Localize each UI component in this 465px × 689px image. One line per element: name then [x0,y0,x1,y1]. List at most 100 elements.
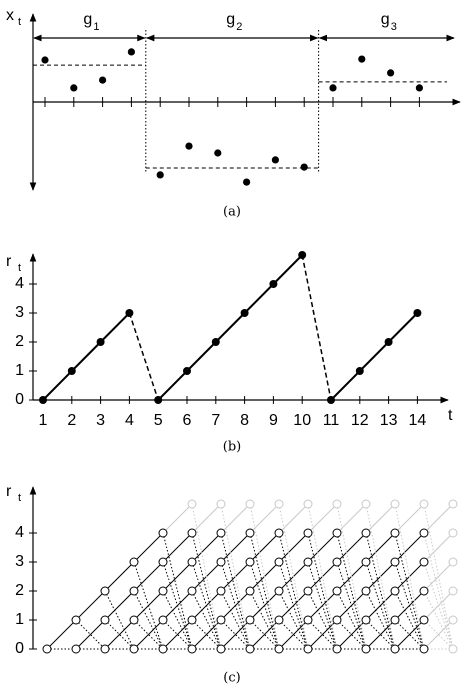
reset-edge [191,532,222,650]
growth-edge [104,561,135,592]
node [448,586,458,596]
node [100,644,110,654]
y-tick-label: 2 [15,333,24,350]
node [303,644,313,654]
group-label-sub: 1 [93,21,99,33]
data-point [183,367,191,375]
node [187,528,197,538]
growth-edge [191,503,222,534]
axis-label-sub: t [18,262,21,274]
x-tick-label: 13 [380,412,398,429]
node [390,615,400,625]
axis-label: r [6,253,12,270]
reset-edge [423,561,454,650]
growth-edge [133,532,164,563]
run-line [387,312,419,343]
group-label: g [226,11,235,28]
growth-edge [365,503,396,534]
data-point [269,280,278,288]
x-tick-label: 12 [351,412,369,429]
growth-edge [104,619,135,650]
growth-edge [394,532,425,563]
growth-edge [423,619,454,650]
node [216,586,226,596]
node [361,615,371,625]
reset-edge [336,532,367,650]
y-tick-label: 0 [15,391,24,408]
growth-edge [220,619,251,650]
group-label: g [83,11,92,28]
caption: (b) [223,440,241,455]
reset-edge [307,532,338,650]
x-tick-label: 9 [269,412,278,429]
y-tick-label: 1 [15,611,24,628]
growth-edge [249,503,280,534]
reset-edge [220,590,251,650]
run-line [359,341,390,372]
growth-edge [220,532,251,563]
node [419,528,429,538]
growth-edge [249,532,280,563]
run-line [157,370,188,401]
node [390,499,400,509]
reset-edge [394,590,425,650]
data-point [298,251,307,259]
x-tick-label: 8 [240,412,249,429]
axis-label-sub: t [18,492,21,504]
data-point [211,338,220,346]
node [274,644,284,654]
reset-edge [336,590,367,650]
run-line [186,341,217,372]
node [361,644,371,654]
data-point [384,338,393,346]
data-point [240,309,249,317]
node [100,615,110,625]
node [274,499,284,509]
data-point [125,309,134,317]
x-tick-label: 6 [183,412,192,429]
x-tick-label: 10 [293,412,311,429]
x-tick-label: 1 [39,412,48,429]
growth-edge [46,619,77,650]
axis-label: x [6,7,14,24]
reset-edge [220,532,251,650]
node [419,586,429,596]
growth-edge [394,619,425,650]
reset-edge [336,561,367,650]
node [158,615,168,625]
reset-edge [191,503,222,650]
node [448,499,458,509]
node [216,615,226,625]
data-point [70,84,78,92]
reset-edge [278,590,309,650]
node [332,586,342,596]
run-line [215,312,246,343]
axis-label: r [6,483,12,500]
reset-edge [307,503,338,650]
growth-edge [394,503,425,534]
growth-edge [307,619,338,650]
data-point [300,163,308,171]
group-label: g [381,11,390,28]
reset-line [301,254,332,401]
reset-edge [249,503,280,650]
reset-edge [365,532,396,650]
caption: (c) [223,671,240,686]
node [274,586,284,596]
reset-edge [365,561,396,650]
growth-edge [278,503,309,534]
node [361,528,371,538]
node [187,615,197,625]
y-tick-label: 0 [15,640,24,657]
reset-edge [249,561,280,650]
node [361,557,371,567]
node [129,557,139,567]
data-point [415,84,423,92]
reset-edge [191,590,222,650]
node [448,557,458,567]
node [216,499,226,509]
reset-edge [307,590,338,650]
data-point [329,84,337,92]
growth-edge [220,503,251,534]
